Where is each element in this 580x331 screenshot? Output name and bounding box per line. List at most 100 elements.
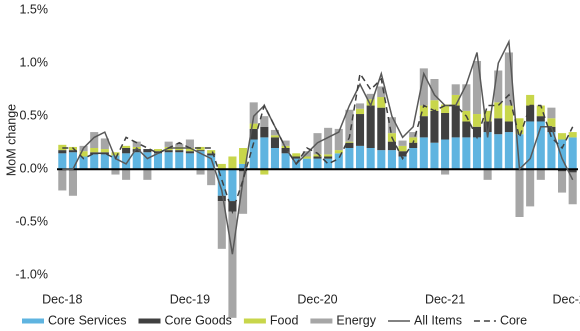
bar-segment — [526, 169, 535, 207]
legend-label: All Items — [414, 313, 462, 327]
bar-segment — [292, 153, 301, 157]
bar-segment — [345, 148, 354, 170]
bar-segment — [462, 121, 471, 138]
bar-segment — [494, 118, 503, 135]
bar-segment — [451, 137, 460, 170]
bar-segment — [472, 126, 482, 138]
bar-segment — [462, 137, 471, 170]
bar-segment — [398, 151, 407, 157]
bar-segment — [441, 112, 450, 140]
bar-segment — [207, 150, 216, 154]
bar-segment — [398, 156, 407, 170]
bar-segment — [228, 211, 237, 318]
bar-segment — [217, 201, 226, 249]
bar-segment — [451, 105, 460, 138]
bar-segment — [228, 169, 237, 202]
bar-segment — [143, 149, 152, 153]
bar-segment — [313, 154, 322, 157]
bar-segment — [345, 109, 354, 142]
bar-segment — [132, 141, 141, 147]
bar-segment — [387, 150, 396, 170]
bar-segment — [111, 169, 120, 175]
bar-segment — [558, 139, 567, 170]
bar-segment — [547, 107, 556, 119]
bar-segment — [430, 110, 439, 143]
bar-segment — [398, 145, 407, 152]
bar-segment — [90, 148, 99, 153]
line-series — [62, 39, 574, 255]
bar-segment — [228, 201, 237, 212]
bar-segment — [185, 151, 194, 154]
bar-segment — [239, 171, 248, 214]
bar-segment — [196, 151, 205, 170]
bar-segment — [270, 135, 280, 138]
bar-segment — [68, 152, 77, 170]
bar-segment — [526, 121, 535, 170]
bar-segment — [58, 153, 67, 170]
bar-segment — [387, 117, 396, 134]
bar-segment — [122, 145, 131, 148]
bar-segment — [185, 153, 194, 170]
bar-segment — [504, 121, 513, 133]
legend-label: Core Goods — [165, 313, 232, 327]
bar-segment — [270, 148, 280, 170]
bar-segment — [68, 169, 77, 196]
legend-label: Energy — [336, 313, 376, 327]
bar-segment — [302, 158, 311, 170]
bar-segment — [419, 68, 428, 106]
bar-segment — [100, 154, 109, 170]
bar-segment — [430, 142, 439, 170]
bar-segment — [494, 102, 503, 119]
bar-segment — [239, 163, 248, 170]
bar-segment — [164, 152, 173, 170]
bar-segment — [419, 105, 428, 117]
bar-segment — [547, 118, 556, 127]
bar-segment — [175, 152, 184, 170]
bar-segment — [143, 152, 152, 170]
bar-segment — [515, 118, 524, 135]
bar-segment — [58, 150, 67, 154]
bar-segment — [270, 129, 280, 136]
bar-segment — [324, 158, 333, 170]
x-tick-label: Dec-19 — [170, 292, 210, 306]
bar-segment — [207, 153, 216, 156]
bar-segment — [451, 94, 460, 106]
bar-segment — [175, 143, 184, 147]
bar-segment — [207, 155, 216, 170]
bar-segment — [526, 94, 535, 106]
bar-segment — [239, 169, 248, 172]
y-tick-label: 0.5% — [20, 108, 49, 122]
bar-segment — [409, 142, 418, 148]
bar-segment — [334, 153, 343, 170]
bar-segment — [302, 156, 311, 159]
bar-segment — [90, 132, 99, 148]
bar-segment — [547, 132, 556, 170]
bar-segment — [494, 134, 503, 170]
bar-segment — [249, 123, 258, 129]
bar-segment — [313, 158, 322, 170]
bar-segment — [196, 150, 205, 152]
bar-segment — [281, 148, 290, 154]
bar-segment — [175, 150, 184, 153]
bar-segment — [483, 110, 492, 122]
bar-segment — [281, 140, 290, 146]
legend-label: Core — [500, 313, 527, 327]
bar-segment — [547, 126, 556, 133]
bar-segment — [324, 156, 333, 159]
bar-segment — [324, 154, 333, 157]
bar-segment — [122, 169, 131, 180]
bar-segment — [366, 148, 375, 170]
bar-segment — [90, 154, 99, 170]
bar-segment — [281, 153, 290, 170]
bar-segment — [324, 127, 333, 155]
bar-segment — [441, 139, 450, 170]
bar-segment — [164, 141, 173, 147]
bar-segment — [260, 137, 269, 170]
legend-label: Food — [270, 313, 299, 327]
bar-segment — [366, 105, 375, 148]
y-tick-label: -0.5% — [15, 215, 48, 229]
line-series — [62, 71, 574, 215]
bar-segment — [568, 132, 577, 138]
bar-segment — [228, 156, 237, 170]
